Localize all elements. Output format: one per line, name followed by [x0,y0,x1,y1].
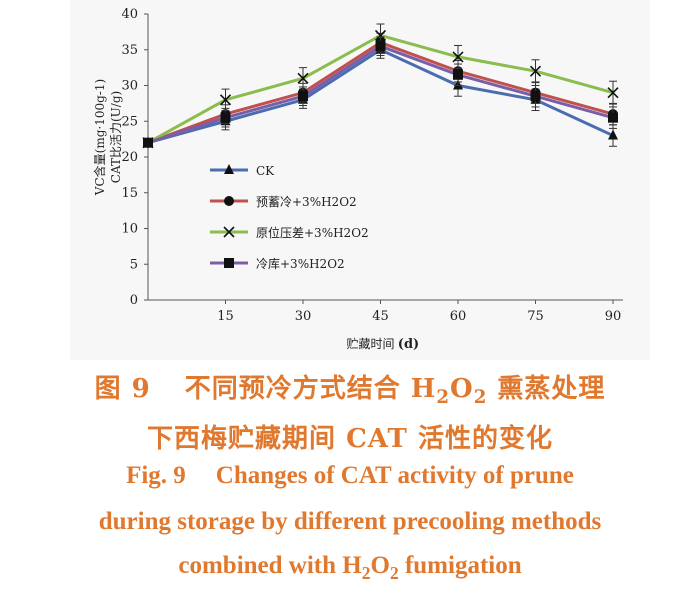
caption-zh-text-pre: 不同预冷方式结合 H [184,374,437,404]
legend-label: 原位压差+3%H2O2 [256,225,369,240]
caption-en-line1: Fig. 9 Changes of CAT activity of prune [0,462,700,490]
caption-en-mid: O [370,552,390,579]
y-tick-label: 20 [121,150,138,165]
x-tick-label: 45 [372,309,389,324]
data-point [530,91,541,102]
caption-zh-sub1: 2 [436,387,451,409]
x-tick-label: 30 [295,309,312,324]
x-axis-unit: (d) [398,337,419,352]
y-tick-label: 25 [121,114,138,129]
caption-zh-line2: 下西梅贮藏期间 CAT 活性的变化 [147,424,553,454]
data-point [375,41,386,52]
data-point [453,69,463,80]
y-tick-label: 5 [130,257,138,272]
x-tick-label: 60 [450,309,467,324]
data-point [374,29,387,42]
y-tick-label: 35 [121,43,138,58]
y-tick-label: 15 [121,186,138,201]
caption-en-text1: Changes of CAT activity of prune [215,462,574,489]
caption-zh-sub2: 2 [473,387,488,409]
legend-marker [224,196,234,206]
legend-label: 冷库+3%H2O2 [256,256,345,271]
legend-marker [224,258,234,268]
data-point [529,65,542,77]
legend-marker [224,164,234,174]
y-tick-label: 0 [130,293,138,308]
caption-en-line2: during storage by different precooling m… [98,508,602,535]
data-point [298,91,308,102]
data-point [452,51,464,63]
x-axis-label: 贮藏时间 [346,336,394,351]
x-tick-label: 90 [605,309,622,324]
y-tick-label: 40 [121,7,138,22]
data-point [220,112,231,123]
data-point [608,112,618,123]
y-axis-label-line1: VC含量(mg·100g-1) [92,79,107,196]
caption-zh-line1: 图 9 不同预冷方式结合 H2O2 熏蒸处理 [0,368,700,408]
caption-en-sub1: 2 [361,563,371,583]
caption-en-fig-label: Fig. 9 [126,462,186,489]
data-point [219,94,232,106]
data-point [607,87,619,99]
x-tick-label: 75 [527,309,544,324]
data-point [297,72,309,84]
chart-area: 0 5 10 15 20 25 30 35 40 15 30 45 60 75 90 贮藏时间 (d) VC含量(… [70,0,650,360]
legend-marker [223,226,235,238]
caption-zh-mid: O [450,374,474,404]
caption-en-text-pre: combined with H [178,552,362,579]
caption-zh-text-post: 熏蒸处理 [487,374,606,404]
line-chart: 0 5 10 15 20 25 30 35 40 15 30 45 60 75 90 贮藏时间 (d) VC含量(… [92,7,623,352]
y-tick-label: 10 [121,222,138,237]
data-point [608,129,618,140]
legend-label: 预蓄冷+3%H2O2 [256,195,357,209]
caption-en-sub2: 2 [389,563,399,583]
caption-en-line3: combined with H2O2 fumigation [0,552,700,584]
y-tick-label: 30 [121,79,138,94]
caption-en-text-post: fumigation [398,552,522,579]
x-tick-label: 15 [217,309,234,324]
data-point [143,137,153,148]
legend-label: CK [256,164,275,178]
y-axis-label-line2: CAT比活力(U/g) [109,91,123,183]
caption-zh-fig-label: 图 9 [94,374,151,404]
